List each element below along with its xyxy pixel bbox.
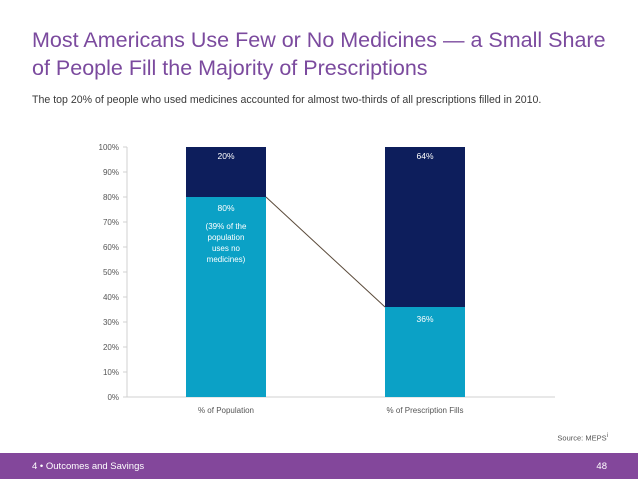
connector-line — [265, 196, 386, 308]
stacked-bar-chart: 0% 10% 20% 30% 40% 50% 60% 70% 80% 90% 100% % of Po… — [99, 143, 555, 415]
y-tick-label: 70% — [103, 218, 119, 227]
x-tick-label: % of Population — [198, 406, 254, 415]
data-label: 20% — [217, 151, 234, 161]
bar-annotation-line: medicines) — [207, 255, 246, 264]
y-tick-label: 10% — [103, 368, 119, 377]
bar-segment-top — [186, 147, 266, 197]
bar-segment-bottom — [186, 197, 266, 397]
y-tick-label: 50% — [103, 268, 119, 277]
x-tick-label: % of Prescription Fills — [387, 406, 464, 415]
y-tick-label: 90% — [103, 168, 119, 177]
page-number: 48 — [596, 461, 607, 472]
footer-bar: 4 • Outcomes and Savings 48 — [0, 453, 638, 479]
y-tick-label: 40% — [103, 293, 119, 302]
bar-annotation-line: (39% of the — [206, 222, 247, 231]
y-tick-label: 30% — [103, 318, 119, 327]
slide-title: Most Americans Use Few or No Medicines —… — [32, 28, 606, 80]
bar-annotation-line: uses no — [212, 244, 241, 253]
bar-segment-bottom — [385, 307, 465, 397]
y-tick-label: 0% — [107, 393, 119, 402]
slide-subtitle: The top 20% of people who used medicines… — [32, 94, 542, 106]
source-note: Source: MEPSi — [557, 432, 608, 443]
data-label: 80% — [217, 203, 234, 213]
data-label: 36% — [416, 314, 433, 324]
footer-section-label: 4 • Outcomes and Savings — [32, 461, 145, 472]
y-tick-label: 100% — [99, 143, 119, 152]
bar-annotation-line: population — [208, 233, 245, 242]
y-tick-label: 20% — [103, 343, 119, 352]
bar-segment-top — [385, 147, 465, 307]
bar-annotation: (39% of the population uses no medicines) — [206, 222, 247, 264]
y-tick-label: 80% — [103, 193, 119, 202]
y-tick-label: 60% — [103, 243, 119, 252]
data-label: 64% — [416, 151, 433, 161]
